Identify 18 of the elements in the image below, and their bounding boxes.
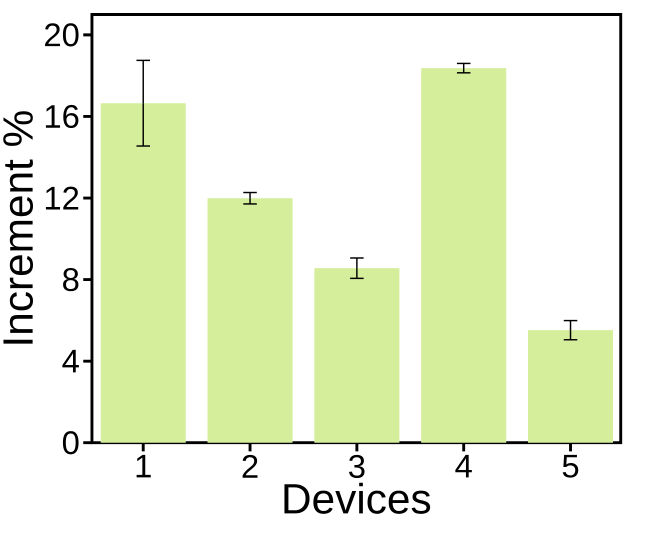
y-tick-label: 8 xyxy=(63,268,78,292)
y-tick-label: 16 xyxy=(46,104,78,128)
x-axis-title: Devices xyxy=(284,482,430,514)
x-tick-label: 3 xyxy=(349,454,365,478)
x-tick-label: 2 xyxy=(242,454,258,478)
x-tick-label: 1 xyxy=(136,454,151,478)
y-tick-label: 4 xyxy=(62,350,79,372)
x-tick-label: 5 xyxy=(562,454,578,478)
bar xyxy=(528,330,614,443)
y-tick-label: 12 xyxy=(46,186,78,210)
x-tick-label: 4 xyxy=(455,454,472,478)
bar xyxy=(314,268,400,443)
bar xyxy=(421,68,506,443)
y-tick-label: 0 xyxy=(62,431,79,454)
bar xyxy=(100,103,186,443)
bar xyxy=(208,198,293,443)
y-axis-title: Increment % xyxy=(3,111,34,344)
y-tick-label: 20 xyxy=(45,23,79,47)
